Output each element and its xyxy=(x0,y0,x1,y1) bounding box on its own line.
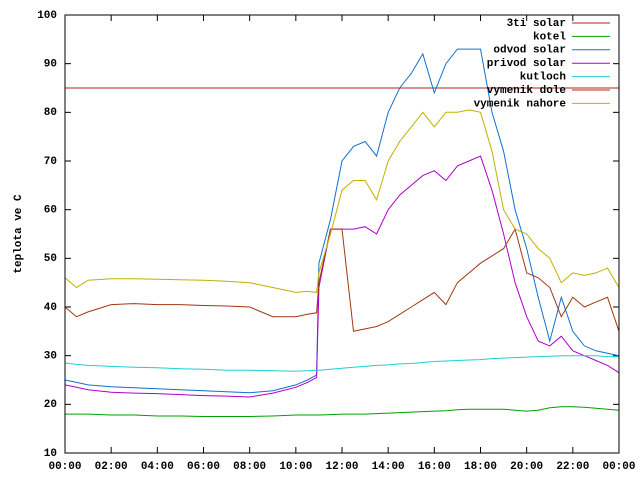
y-tick-label: 60 xyxy=(44,205,57,217)
y-tick-label: 80 xyxy=(44,107,57,119)
legend-label: kutloch xyxy=(520,72,566,84)
x-tick-label: 22:00 xyxy=(556,461,589,473)
plot-border xyxy=(64,14,620,454)
data-line xyxy=(65,406,620,417)
y-tick-label: 50 xyxy=(44,253,57,265)
y-tick-label: 10 xyxy=(44,448,57,460)
x-tick-label: 14:00 xyxy=(372,461,405,473)
y-tick-label: 100 xyxy=(37,10,57,22)
data-line xyxy=(64,155,620,398)
y-tick-label: 90 xyxy=(44,59,57,71)
x-tick-label: 08:00 xyxy=(233,461,266,473)
legend-label: kotel xyxy=(533,31,566,43)
x-tick-label: 00:00 xyxy=(602,461,635,473)
legend-label: privod solar xyxy=(487,58,566,70)
x-tick-label: 00:00 xyxy=(48,461,81,473)
x-tick-label: 20:00 xyxy=(510,461,543,473)
x-tick-label: 04:00 xyxy=(141,461,174,473)
x-tick-label: 10:00 xyxy=(279,461,312,473)
y-axis-label: teplota ve C xyxy=(13,194,25,274)
legend-label: vymenik nahore xyxy=(474,98,567,110)
data-line xyxy=(64,109,620,293)
y-tick-label: 30 xyxy=(44,351,57,363)
legend-label: vymenik dole xyxy=(487,85,567,97)
x-tick-label: 16:00 xyxy=(418,461,451,473)
x-tick-label: 12:00 xyxy=(325,461,358,473)
x-tick-label: 02:00 xyxy=(95,461,128,473)
x-tick-label: 18:00 xyxy=(464,461,497,473)
data-line xyxy=(64,355,619,372)
x-tick-label: 06:00 xyxy=(187,461,220,473)
y-tick-label: 20 xyxy=(44,399,57,411)
legend-label: odvod solar xyxy=(493,45,566,57)
legend-label: 3ti solar xyxy=(507,18,566,30)
data-line xyxy=(64,227,620,332)
y-tick-label: 70 xyxy=(44,156,57,168)
y-tick-label: 40 xyxy=(44,302,57,314)
data-line xyxy=(64,48,620,394)
